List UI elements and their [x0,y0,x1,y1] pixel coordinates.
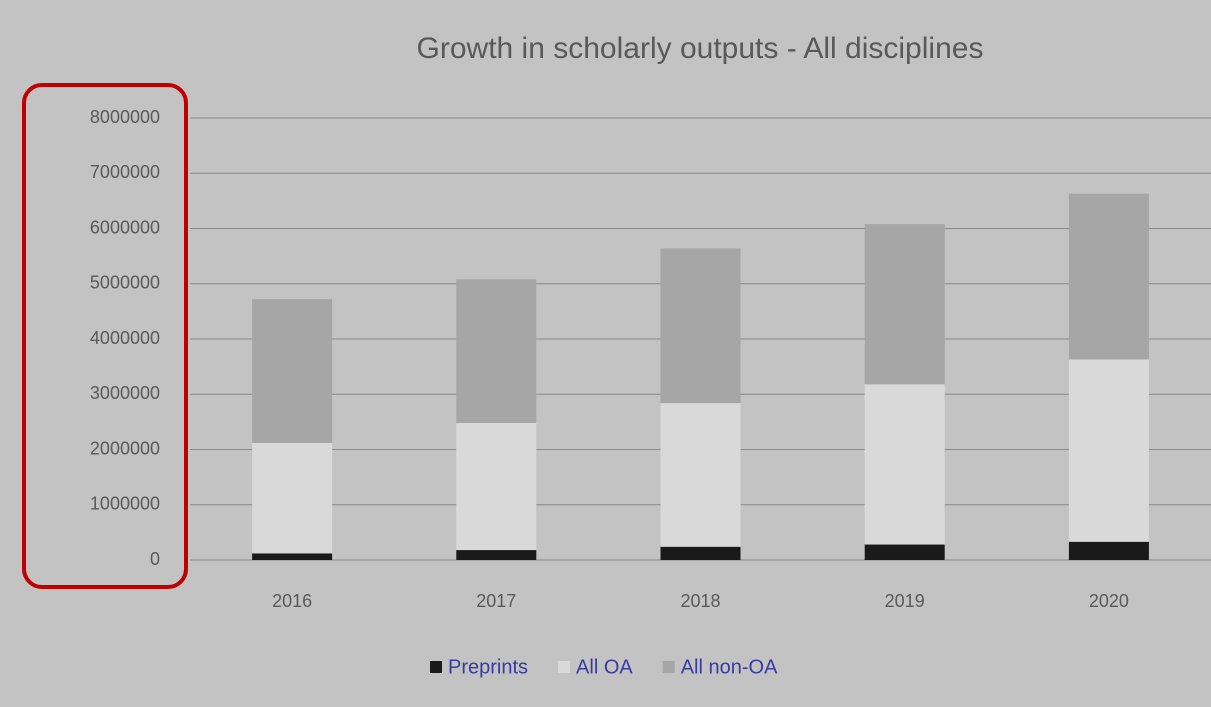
y-tick-label: 5000000 [90,273,160,293]
x-tick-label: 2017 [476,591,516,611]
y-tick-label: 8000000 [90,107,160,127]
x-tick-label: 2018 [680,591,720,611]
bar-segment [1069,359,1149,541]
chart: Growth in scholarly outputs - All discip… [0,0,1211,707]
bar-segment [1069,542,1149,560]
bar-segment [252,299,332,443]
legend-label: Preprints [448,656,528,678]
chart-title: Growth in scholarly outputs - All discip… [417,32,984,65]
bar-segment [252,443,332,554]
bar-segment [661,547,741,560]
legend-label: All non-OA [681,656,778,678]
bar-segment [865,384,945,544]
legend-swatch [430,661,442,673]
bar-segment [865,545,945,560]
y-tick-label: 6000000 [90,217,160,237]
legend-label: All OA [576,656,633,678]
bar-segment [661,403,741,547]
bar-segment [865,224,945,384]
bar-segment [456,279,536,423]
x-tick-label: 2020 [1089,591,1129,611]
x-tick-label: 2019 [885,591,925,611]
bar-segment [252,553,332,560]
y-tick-label: 4000000 [90,328,160,348]
bar-segment [661,248,741,403]
bar-segment [456,550,536,560]
page: Growth in scholarly outputs - All discip… [0,0,1211,707]
background [0,0,1211,707]
y-tick-label: 3000000 [90,383,160,403]
bar-segment [456,423,536,550]
y-tick-label: 1000000 [90,494,160,514]
y-tick-label: 0 [150,549,160,569]
legend-swatch [558,661,570,673]
legend-swatch [663,661,675,673]
bar-segment [1069,194,1149,360]
y-tick-label: 7000000 [90,162,160,182]
y-tick-label: 2000000 [90,438,160,458]
x-tick-label: 2016 [272,591,312,611]
